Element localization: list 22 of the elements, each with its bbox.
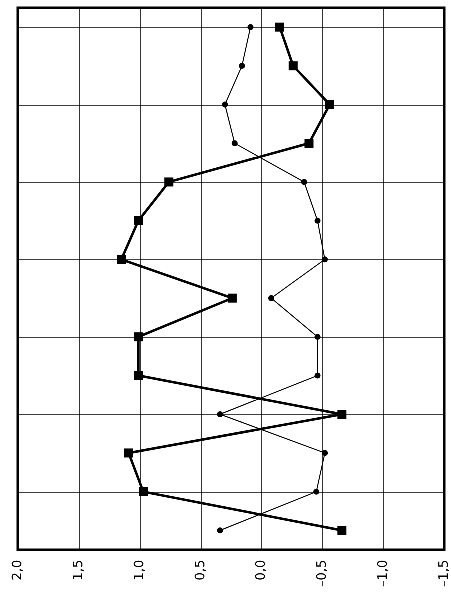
- point: [134, 371, 144, 380]
- point: [322, 450, 328, 456]
- x-tick-label: –1,0: [376, 560, 392, 588]
- point: [228, 294, 237, 303]
- point: [217, 528, 224, 534]
- point: [304, 139, 314, 148]
- point: [124, 448, 134, 458]
- x-tick-label: 1,5: [71, 560, 86, 581]
- point: [268, 295, 274, 302]
- point: [239, 63, 246, 70]
- x-tick-label: –0,5: [315, 560, 330, 588]
- x-tick-label: 0,5: [193, 560, 208, 581]
- point: [134, 216, 144, 226]
- x-tick-label: 1,0: [132, 560, 148, 581]
- point: [232, 140, 238, 146]
- point: [288, 62, 298, 71]
- point: [314, 372, 321, 379]
- point: [338, 526, 347, 536]
- point: [314, 218, 321, 224]
- x-tick-label: 2,0: [10, 560, 26, 581]
- x-tick-label: 0,0: [254, 560, 270, 581]
- x-tick-label: –1,5: [437, 560, 451, 588]
